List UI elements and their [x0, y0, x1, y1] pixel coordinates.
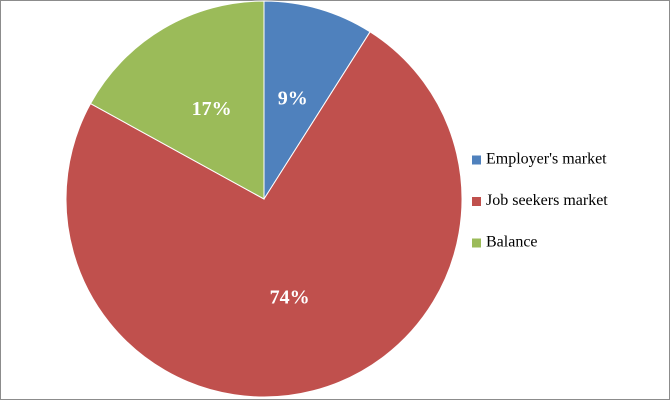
- legend-label: Job seekers market: [486, 192, 608, 209]
- pie-slice: [263, 0, 371, 201]
- pie-slice: [89, 0, 265, 200]
- value-label: 74%: [270, 286, 310, 308]
- legend-swatch: [472, 238, 481, 248]
- legend-label: Balance: [486, 234, 538, 251]
- value-label: 9%: [278, 88, 308, 110]
- value-label: 17%: [192, 98, 232, 120]
- legend-label: Employer's market: [486, 151, 607, 168]
- legend-swatch: [472, 155, 481, 165]
- legend-swatch: [472, 197, 481, 206]
- pie-slice: [65, 31, 463, 398]
